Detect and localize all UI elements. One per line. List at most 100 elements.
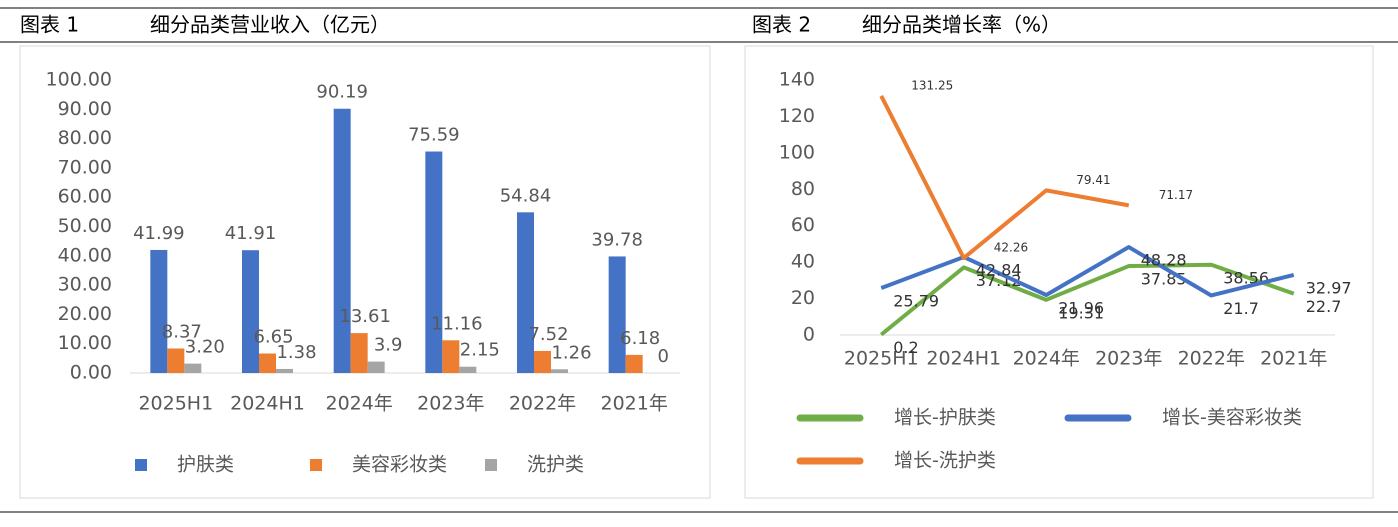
line-series [880,245,1295,298]
data-label: 42.26 [994,241,1028,255]
y-tick-label: 70.00 [58,156,112,178]
data-label: 0.2 [893,338,918,357]
legend-swatch [310,459,322,471]
x-tick-label: 2022年 [509,393,576,415]
data-label: 11.16 [431,313,483,334]
line-series [879,95,1130,261]
chart-title: 细分品类营业收入（亿元） [150,13,390,37]
line-series [879,262,1295,337]
bar [184,363,202,373]
y-tick-label: 100.00 [46,69,112,91]
chart-frame [744,45,1374,499]
x-tick-label: 2023年 [1095,348,1162,370]
data-label: 8.37 [162,321,202,342]
data-label: 37.12 [976,271,1022,290]
figure-label: 图表 2 [752,13,811,37]
bar [276,368,293,373]
data-label: 1.26 [551,342,591,363]
data-label: 32.97 [1306,278,1352,297]
x-tick-label: 2024年 [325,393,392,415]
data-label: 6.18 [620,328,660,349]
bar [625,354,643,373]
legend-label: 护肤类 [177,454,234,476]
data-label: 21.96 [1058,299,1104,318]
bar [551,369,568,373]
data-label: 3.9 [374,335,403,356]
y-tick-label: 40.00 [58,244,112,266]
x-tick-label: 2025H1 [138,393,213,415]
bar [167,348,185,373]
y-tick-label: 50.00 [58,215,112,237]
data-label: 7.52 [528,324,568,345]
y-tick-label: 100 [779,141,815,163]
y-tick-label: 20.00 [58,303,112,325]
y-tick-label: 10.00 [58,332,112,354]
bar [517,212,534,373]
bar [367,361,385,373]
y-tick-label: 20 [791,287,815,309]
bar [259,353,276,373]
data-label: 41.99 [133,223,185,244]
data-label: 19.31 [1058,303,1104,322]
bar [350,333,368,373]
x-tick-label: 2024H1 [926,348,1001,370]
legend-label: 增长-洗护类 [894,450,996,472]
data-label: 42.84 [976,260,1022,279]
y-tick-label: 90.00 [58,98,112,120]
x-tick-label: 2024H1 [230,393,305,415]
y-tick-label: 0 [803,324,815,346]
data-label: 1.38 [276,342,316,363]
bar [425,151,443,373]
data-label: 13.61 [339,306,391,327]
data-label: 2.15 [460,340,500,361]
legend-label: 增长-美容彩妆类 [1162,407,1302,429]
y-tick-label: 140 [779,69,815,91]
x-tick-label: 2025H1 [844,348,919,370]
legend-swatch [135,459,147,471]
data-label: 71.17 [1159,188,1193,202]
data-label: 48.28 [1141,251,1187,270]
data-label: 39.78 [591,229,643,250]
y-tick-label: 40 [791,251,815,273]
data-label: 21.7 [1223,299,1259,318]
legend-label: 洗护类 [527,454,584,476]
bar [534,350,551,373]
x-tick-label: 2022年 [1178,348,1245,370]
chart-frame [19,45,711,499]
data-label: 41.91 [225,223,277,244]
x-tick-label: 2021年 [1260,348,1327,370]
figure-label: 图表 1 [20,13,79,37]
y-tick-label: 0.00 [70,362,112,384]
bar [150,249,168,373]
y-tick-label: 60 [791,214,815,236]
bar [242,250,259,373]
y-tick-label: 60.00 [58,186,112,208]
data-label: 131.25 [911,78,953,92]
data-label: 79.41 [1076,173,1110,187]
data-label: 90.19 [316,82,368,103]
x-tick-label: 2021年 [600,393,667,415]
data-label: 6.65 [253,327,293,348]
data-label: 25.79 [893,292,939,311]
x-tick-label: 2024年 [1013,348,1080,370]
legend-label: 美容彩妆类 [352,454,447,476]
x-tick-label: 2023年 [417,393,484,415]
chart-title: 细分品类增长率（%） [862,13,1061,37]
data-label: 0 [657,346,668,367]
data-label: 54.84 [500,185,552,206]
bar [442,340,460,373]
bar [608,256,626,373]
bar [459,366,477,373]
y-tick-label: 120 [779,105,815,127]
data-label: 3.20 [185,337,225,358]
y-tick-label: 30.00 [58,274,112,296]
bar [333,108,351,374]
legend-swatch [485,459,497,471]
y-tick-label: 80.00 [58,127,112,149]
data-label: 22.7 [1306,297,1342,316]
legend-label: 增长-护肤类 [894,407,996,429]
data-label: 75.59 [408,125,460,146]
y-tick-label: 80 [791,178,815,200]
